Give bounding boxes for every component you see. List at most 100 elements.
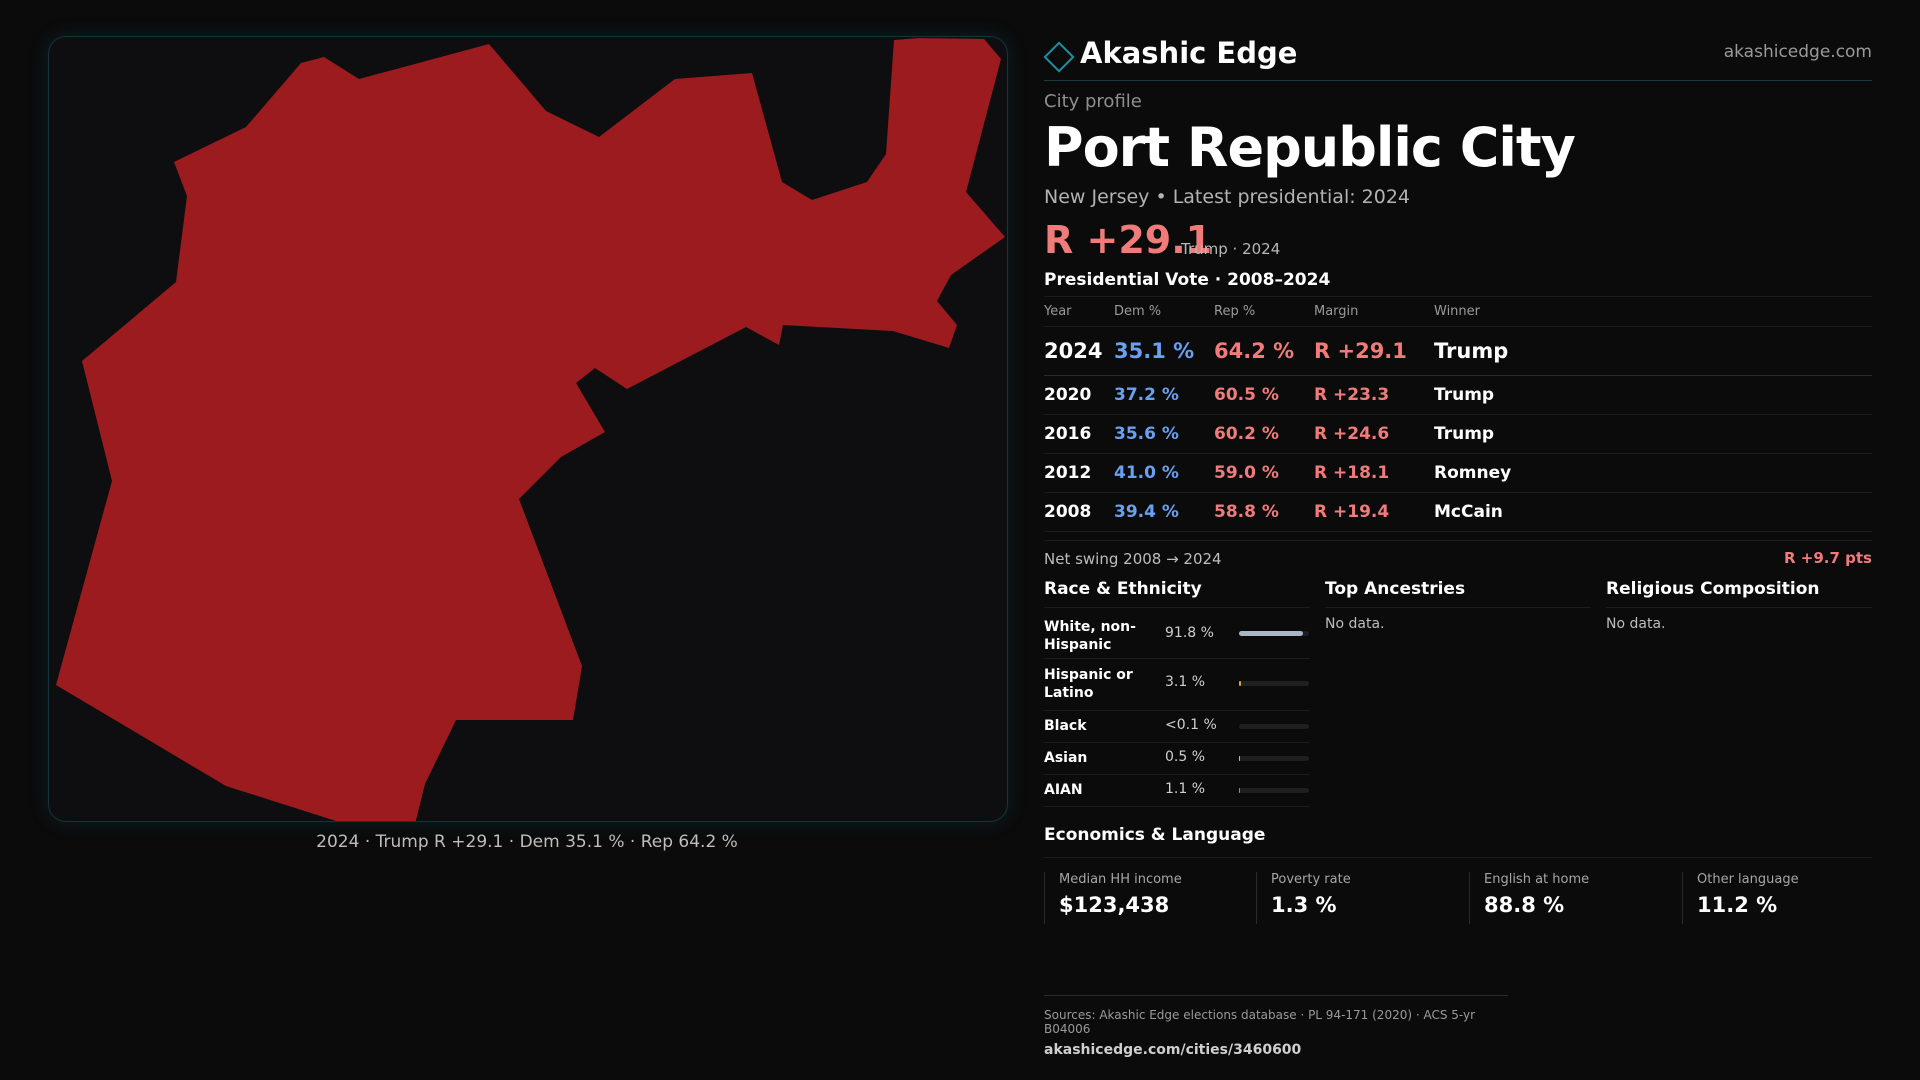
race-bar-track xyxy=(1239,681,1309,686)
race-label: Asian xyxy=(1044,750,1088,766)
table-row: 2024 35.1 % 64.2 % R +29.1 Trump xyxy=(1044,326,1872,376)
page-subtitle: New Jersey • Latest presidential: 2024 xyxy=(1044,186,1411,208)
stat-label: Median HH income xyxy=(1059,872,1182,887)
list-item: Asian 0.5 % xyxy=(1044,743,1310,775)
race-bar-fill xyxy=(1239,788,1241,793)
headline-margin-block: R +29.1 Trump · 2024 xyxy=(1044,218,1872,262)
race-bar-fill xyxy=(1239,631,1304,636)
vote-table-header: Year Dem % Rep % Margin Winner xyxy=(1044,296,1872,327)
stat-value: 11.2 % xyxy=(1697,893,1778,917)
brand-site-link[interactable]: akashicedge.com xyxy=(1723,42,1872,62)
vote-table: Year Dem % Rep % Margin Winner 2024 35.1… xyxy=(1044,296,1872,532)
sources-text: Sources: Akashic Edge elections database… xyxy=(1044,1008,1476,1036)
stat-card-other-language: Other language 11.2 % xyxy=(1682,872,1867,924)
cell-winner: Trump xyxy=(1434,414,1872,454)
cell-margin: R +18.1 xyxy=(1314,453,1434,493)
race-value: 0.5 % xyxy=(1165,749,1206,765)
col-margin: Margin xyxy=(1314,296,1434,327)
diamond-logo-icon xyxy=(1043,41,1075,73)
stat-value: $123,438 xyxy=(1059,893,1170,917)
race-bar-track xyxy=(1239,756,1309,761)
col-rep: Rep % xyxy=(1214,296,1314,327)
race-bar-fill xyxy=(1239,756,1241,761)
stat-card-income: Median HH income $123,438 xyxy=(1044,872,1239,924)
city-boundary-shape[interactable] xyxy=(56,38,1005,821)
sources-footer: Sources: Akashic Edge elections database… xyxy=(1044,995,1508,1058)
race-label: Black xyxy=(1044,718,1087,734)
race-label: Hispanic or Latino xyxy=(1044,667,1133,701)
list-item: AIAN 1.1 % xyxy=(1044,775,1310,807)
race-label: White, non-Hispanic xyxy=(1044,619,1136,653)
map-caption: 2024 · Trump R +29.1 · Dem 35.1 % · Rep … xyxy=(316,832,738,852)
stat-label: English at home xyxy=(1484,872,1590,887)
stat-label: Poverty rate xyxy=(1271,872,1351,887)
col-winner: Winner xyxy=(1434,296,1872,327)
cell-dem: 37.2 % xyxy=(1114,375,1214,415)
list-item: Black <0.1 % xyxy=(1044,711,1310,743)
cell-rep: 60.2 % xyxy=(1214,414,1314,454)
sources-link[interactable]: akashicedge.com/cities/3460600 xyxy=(1044,1042,1302,1058)
cell-year: 2024 xyxy=(1044,326,1114,376)
table-row: 2012 41.0 % 59.0 % R +18.1 Romney xyxy=(1044,453,1872,493)
stat-card-poverty: Poverty rate 1.3 % xyxy=(1256,872,1451,924)
cell-dem: 39.4 % xyxy=(1114,492,1214,532)
cell-dem: 41.0 % xyxy=(1114,453,1214,493)
religion-section-title: Religious Composition xyxy=(1606,579,1872,608)
list-item: White, non-Hispanic 91.8 % xyxy=(1044,608,1310,659)
profile-panel: Akashic Edge akashicedge.com City profil… xyxy=(1043,36,1872,932)
race-value: 1.1 % xyxy=(1165,781,1206,797)
stat-value: 88.8 % xyxy=(1484,893,1565,917)
net-swing-value: R +9.7 pts xyxy=(1784,549,1872,567)
ancestries-empty: No data. xyxy=(1325,616,1385,632)
map-panel xyxy=(48,36,1008,822)
city-boundary-map xyxy=(56,38,1005,821)
religion-empty: No data. xyxy=(1606,616,1666,632)
list-item: Hispanic or Latino 3.1 % xyxy=(1044,659,1310,711)
headline-margin: R +29.1 xyxy=(1044,218,1213,262)
page-title: Port Republic City xyxy=(1044,116,1576,179)
economics-section-title: Economics & Language xyxy=(1044,825,1872,858)
cell-year: 2012 xyxy=(1044,453,1114,493)
profile-eyebrow: City profile xyxy=(1044,91,1142,112)
race-label: AIAN xyxy=(1044,782,1083,798)
stat-card-english: English at home 88.8 % xyxy=(1469,872,1664,924)
table-row: 2020 37.2 % 60.5 % R +23.3 Trump xyxy=(1044,375,1872,415)
economics-cards: Median HH income $123,438 Poverty rate 1… xyxy=(1044,872,1872,932)
headline-note: Trump · 2024 xyxy=(1181,240,1281,258)
stat-value: 1.3 % xyxy=(1271,893,1337,917)
cell-year: 2008 xyxy=(1044,492,1114,532)
vote-section-title: Presidential Vote · 2008–2024 xyxy=(1044,270,1331,290)
ancestries-section-title: Top Ancestries xyxy=(1325,579,1591,608)
brand-name[interactable]: Akashic Edge xyxy=(1080,36,1298,70)
race-value: 3.1 % xyxy=(1165,674,1206,690)
demographics-section: Race & Ethnicity White, non-Hispanic 91.… xyxy=(1044,579,1872,815)
race-ethnicity-column: Race & Ethnicity White, non-Hispanic 91.… xyxy=(1044,579,1310,807)
cell-winner: Trump xyxy=(1434,326,1872,376)
race-bar-fill xyxy=(1239,681,1242,686)
net-swing-label: Net swing 2008 → 2024 xyxy=(1044,550,1222,568)
table-row: 2016 35.6 % 60.2 % R +24.6 Trump xyxy=(1044,414,1872,454)
cell-winner: McCain xyxy=(1434,492,1872,532)
cell-dem: 35.6 % xyxy=(1114,414,1214,454)
race-value: 91.8 % xyxy=(1165,625,1214,641)
cell-rep: 59.0 % xyxy=(1214,453,1314,493)
race-bar-track xyxy=(1239,788,1309,793)
cell-rep: 58.8 % xyxy=(1214,492,1314,532)
cell-year: 2020 xyxy=(1044,375,1114,415)
cell-year: 2016 xyxy=(1044,414,1114,454)
cell-margin: R +29.1 xyxy=(1314,326,1434,376)
cell-margin: R +19.4 xyxy=(1314,492,1434,532)
religion-column: Religious Composition No data. xyxy=(1606,579,1872,632)
col-year: Year xyxy=(1044,296,1114,327)
cell-rep: 60.5 % xyxy=(1214,375,1314,415)
brand-header: Akashic Edge akashicedge.com xyxy=(1043,36,1872,81)
race-bar-track xyxy=(1239,724,1309,729)
race-section-title: Race & Ethnicity xyxy=(1044,579,1310,608)
table-row: 2008 39.4 % 58.8 % R +19.4 McCain xyxy=(1044,492,1872,532)
cell-margin: R +23.3 xyxy=(1314,375,1434,415)
net-swing-row: Net swing 2008 → 2024 R +9.7 pts xyxy=(1044,540,1872,573)
cell-margin: R +24.6 xyxy=(1314,414,1434,454)
cell-dem: 35.1 % xyxy=(1114,326,1214,376)
cell-winner: Romney xyxy=(1434,453,1872,493)
col-dem: Dem % xyxy=(1114,296,1214,327)
